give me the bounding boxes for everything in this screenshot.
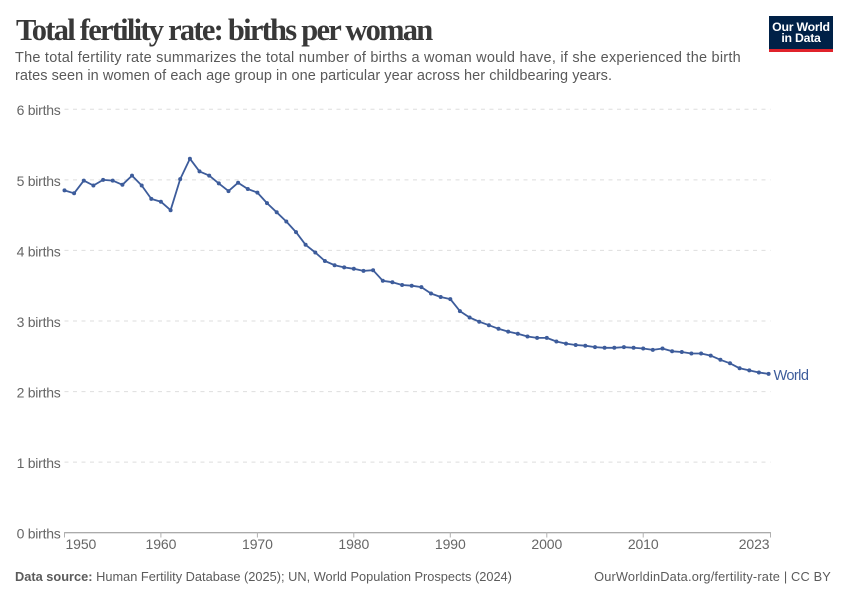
svg-text:1990: 1990 (435, 536, 466, 552)
svg-text:2023: 2023 (739, 536, 770, 552)
svg-text:2010: 2010 (628, 536, 659, 552)
svg-text:3 births: 3 births (17, 314, 61, 330)
svg-text:1980: 1980 (338, 536, 369, 552)
svg-text:2 births: 2 births (17, 385, 61, 401)
svg-text:1950: 1950 (66, 536, 97, 552)
svg-text:World: World (774, 368, 809, 384)
svg-text:2000: 2000 (531, 536, 562, 552)
svg-text:1960: 1960 (146, 536, 177, 552)
svg-text:0 births: 0 births (17, 526, 61, 542)
svg-text:1970: 1970 (242, 536, 273, 552)
svg-text:6 births: 6 births (17, 102, 61, 118)
svg-text:4 births: 4 births (17, 243, 61, 259)
svg-text:5 births: 5 births (17, 173, 61, 189)
svg-text:1 births: 1 births (17, 455, 61, 471)
